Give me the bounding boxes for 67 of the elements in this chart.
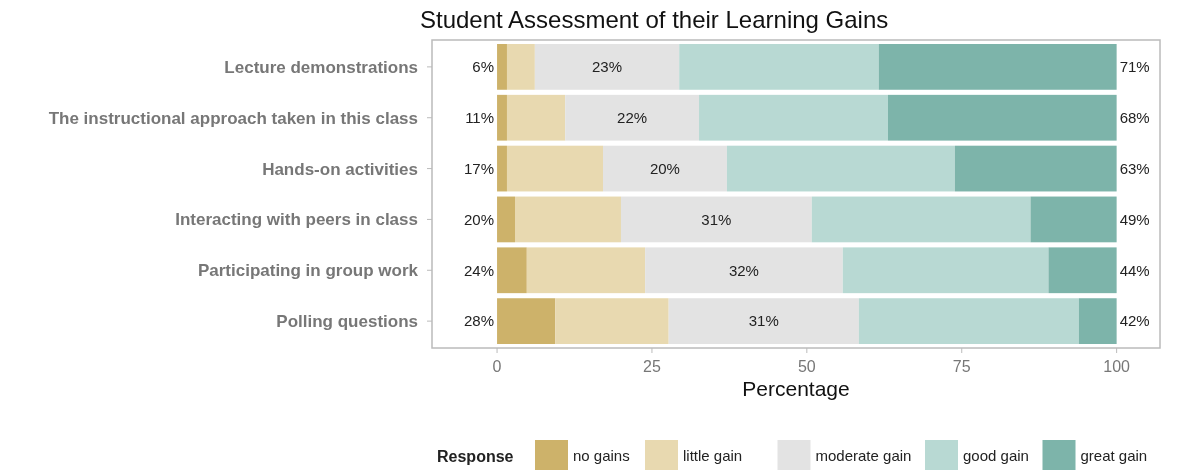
annotation: 20%: [464, 210, 495, 228]
bar: [1078, 298, 1117, 344]
annotation: 24%: [464, 261, 495, 279]
legend-title: Response: [437, 447, 514, 465]
annotation: 71%: [1119, 58, 1150, 76]
bar: [878, 44, 1117, 90]
bar: [726, 145, 955, 192]
bar: [506, 94, 566, 141]
annotation: 44%: [1119, 261, 1150, 279]
legend-label: good gain: [963, 447, 1029, 465]
y-tick-label: Interacting with peers in class: [175, 210, 418, 230]
annotation: 42%: [1119, 312, 1150, 330]
bar: [1048, 247, 1117, 294]
y-tick-label: Lecture demonstrations: [224, 57, 418, 77]
x-axis-title: Percentage: [742, 377, 850, 400]
bar: [858, 298, 1079, 344]
data-label: 20%: [649, 159, 680, 177]
bar: [497, 298, 556, 344]
annotation: 49%: [1119, 210, 1150, 228]
y-tick-label: Polling questions: [276, 312, 418, 332]
legend-label: moderate gain: [815, 447, 912, 465]
bar: [1030, 196, 1117, 243]
chart-title: Student Assessment of their Learning Gains: [420, 6, 889, 33]
bar: [497, 145, 507, 192]
legend-label: no gains: [573, 447, 630, 465]
bar: [497, 196, 516, 243]
bar: [506, 44, 535, 90]
annotation: 6%: [472, 58, 495, 76]
annotation: 63%: [1119, 159, 1150, 177]
annotation: 68%: [1119, 108, 1150, 126]
annotation: 28%: [464, 312, 495, 330]
data-label: 31%: [748, 312, 779, 330]
x-tick-label: 25: [643, 358, 661, 375]
bar: [565, 94, 700, 141]
x-tick-label: 50: [797, 358, 816, 375]
data-label: 22%: [617, 108, 648, 126]
bar: [954, 145, 1117, 192]
bar: [811, 196, 1031, 243]
legend-label: little gain: [683, 447, 743, 465]
bar: [888, 94, 1117, 141]
data-label: 23%: [592, 58, 623, 76]
bar: [603, 145, 727, 192]
data-label: 31%: [701, 210, 732, 228]
bar: [699, 94, 889, 141]
bar: [497, 247, 527, 294]
bar: [497, 44, 507, 90]
bar: [620, 196, 812, 243]
y-tick-label: The instructional approach taken in this class: [48, 108, 418, 128]
bar: [645, 247, 843, 294]
bar: [679, 44, 879, 90]
data-label: 32%: [728, 261, 759, 279]
bar: [534, 44, 680, 90]
bar: [526, 247, 646, 294]
bar: [515, 196, 621, 243]
bar: [506, 145, 603, 192]
bar: [555, 298, 669, 344]
x-tick-label: 100: [1103, 358, 1131, 375]
bar: [842, 247, 1049, 294]
annotation: 17%: [464, 159, 495, 177]
y-tick-label: Participating in group work: [197, 261, 419, 281]
x-tick-label: 0: [492, 358, 502, 375]
x-tick-label: 75: [952, 358, 971, 375]
bar: [497, 94, 507, 141]
bar: [668, 298, 859, 344]
y-tick-label: Hands-on activities: [262, 159, 418, 179]
legend-label: great gain: [1080, 447, 1148, 465]
annotation: 11%: [465, 108, 495, 126]
